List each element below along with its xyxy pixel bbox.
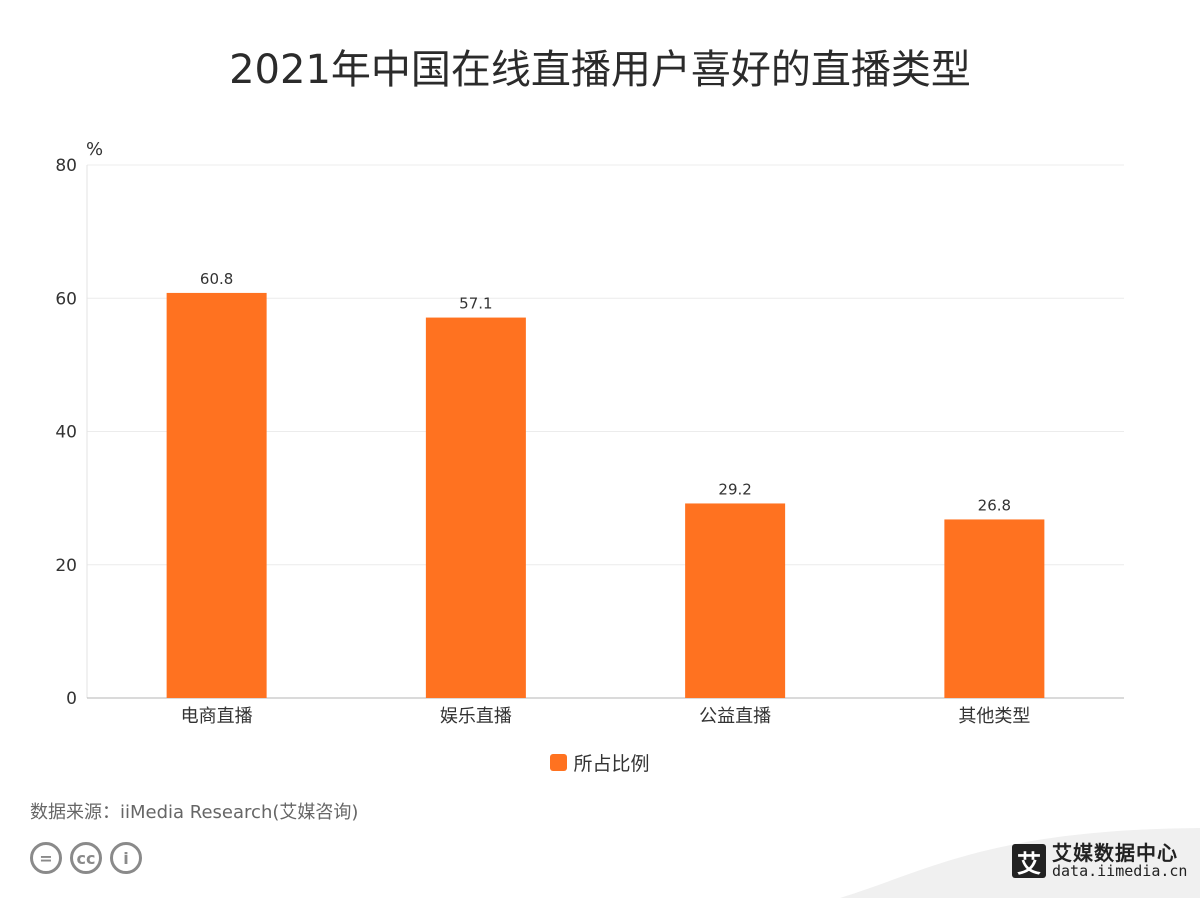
bar-3 <box>944 519 1045 698</box>
y-tick-label-40: 40 <box>55 423 77 443</box>
bar-1 <box>425 317 526 698</box>
brand-url: data.iimedia.cn <box>1052 862 1188 880</box>
chart-title: 2021年中国在线直播用户喜好的直播类型 <box>229 47 971 93</box>
legend-label: 所占比例 <box>573 753 650 775</box>
y-tick-label-0: 0 <box>66 689 77 709</box>
bar-2 <box>685 503 786 698</box>
cc-by-icon: i <box>110 842 142 874</box>
x-tick-label-0: 电商直播 <box>181 706 253 727</box>
data-label-0: 60.8 <box>200 270 233 288</box>
bars <box>166 292 1045 698</box>
cc-icon: cc <box>70 842 102 874</box>
x-tick-label-1: 娱乐直播 <box>440 706 512 727</box>
cc-nd-icon: = <box>30 842 62 874</box>
bar-0 <box>166 292 267 698</box>
x-tick-label-2: 公益直播 <box>699 706 771 727</box>
legend: 所占比例 <box>0 749 1200 776</box>
brand-logo: 艾 <box>1012 844 1046 879</box>
data-label-2: 29.2 <box>718 480 751 498</box>
y-axis-unit: % <box>86 139 103 160</box>
license-icons: = cc i <box>30 842 142 874</box>
brand-name: 艾媒数据中心 <box>1052 841 1178 865</box>
data-source: 数据来源：iiMedia Research(艾媒咨询) <box>30 802 359 823</box>
x-tick-label-3: 其他类型 <box>958 706 1030 727</box>
y-tick-label-20: 20 <box>55 556 77 576</box>
labels: 0 20 40 60 80% 60.8 电商直播 57.1 娱乐直播 29.2 公益直播 26.8 其他… <box>55 139 1030 727</box>
y-tick-label-60: 60 <box>55 289 77 309</box>
brand-watermark: 艾 艾媒数据中心 data.iimedia.cn <box>1012 843 1187 880</box>
legend-swatch <box>550 754 568 771</box>
y-tick-label-80: 80 <box>55 156 77 176</box>
data-label-1: 57.1 <box>459 295 492 313</box>
data-label-3: 26.8 <box>978 496 1011 514</box>
